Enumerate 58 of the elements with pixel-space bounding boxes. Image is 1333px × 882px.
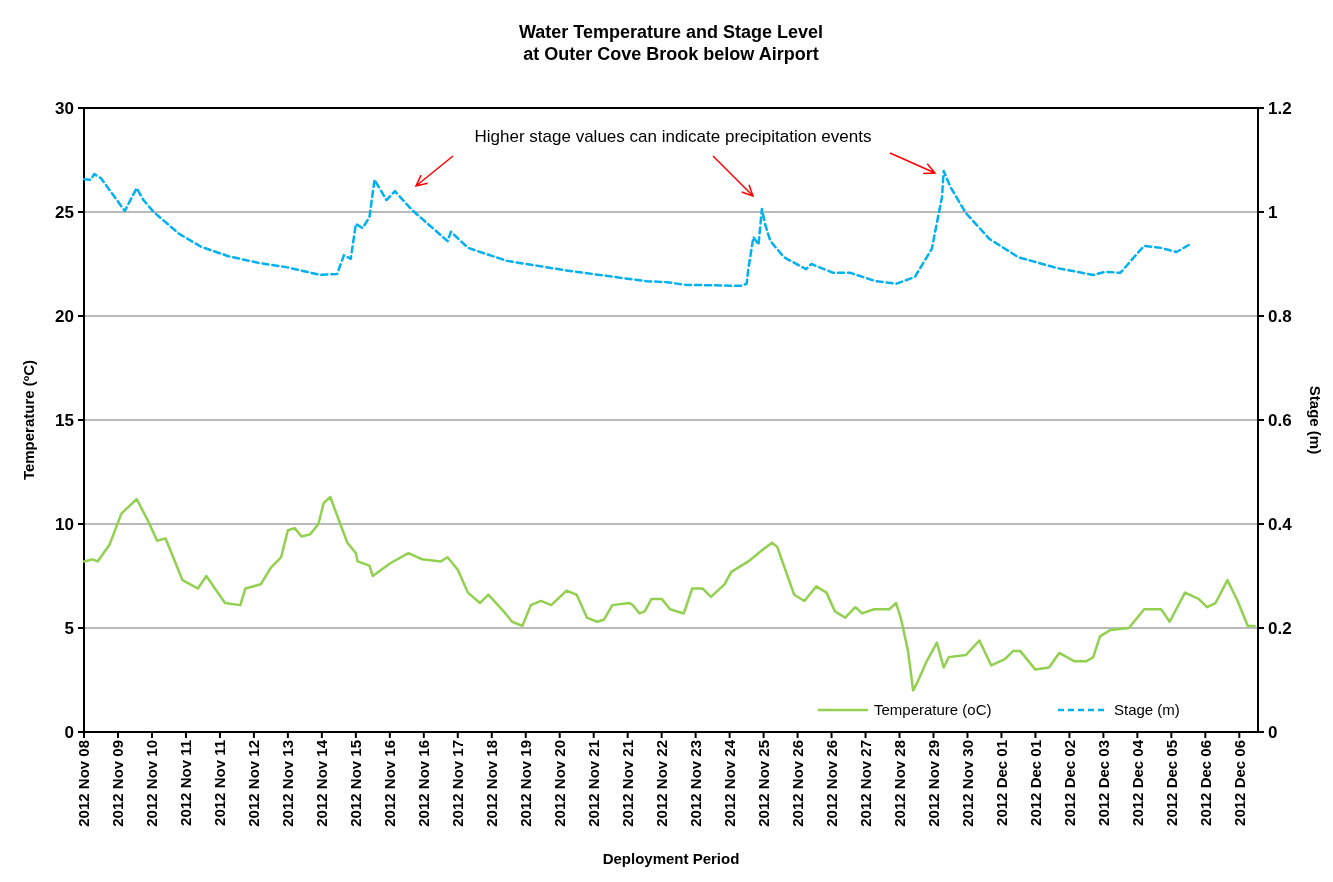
x-tick-label: 2012 Dec 01 — [992, 740, 1010, 826]
x-tick-label: 2012 Nov 18 — [483, 740, 501, 827]
x-tick-label: 2012 Nov 15 — [347, 740, 365, 827]
x-tick-label: 2012 Nov 12 — [245, 740, 263, 827]
x-tick-label: 2012 Nov 21 — [584, 740, 602, 827]
x-tick-label: 2012 Nov 16 — [415, 740, 433, 827]
x-tick-label: 2012 Nov 23 — [686, 740, 704, 827]
x-axis-title: Deployment Period — [602, 850, 740, 867]
x-tick-label: 2012 Nov 24 — [720, 739, 738, 827]
x-tick-label: 2012 Nov 28 — [890, 740, 908, 827]
x-tick-label: 2012 Dec 04 — [1128, 739, 1146, 826]
x-tick-label: 2012 Nov 11 — [211, 740, 229, 826]
annotation: Higher stage values can indicate precipitation events — [474, 127, 872, 146]
y-axis-title: Temperature (ºC) — [20, 359, 37, 481]
x-tick-label: 2012 Nov 13 — [279, 740, 297, 827]
line-series — [82, 495, 1256, 692]
x-tick-label: 2012 Nov 09 — [109, 740, 127, 827]
x-tick-label: 2012 Nov 21 — [618, 740, 636, 827]
x-tick-label: 2012 Dec 06 — [1196, 740, 1214, 826]
y2-tick-label: 0.6 — [1268, 410, 1292, 430]
x-tick-label: 2012 Nov 25 — [754, 740, 772, 827]
legend-label: Temperature (oC) — [874, 701, 992, 719]
y2-tick-label: 0 — [1268, 722, 1278, 742]
legend-label: Stage (m) — [1114, 701, 1180, 719]
x-tick-label: 2012 Nov 22 — [652, 740, 670, 827]
y-tick-label: 10 — [55, 514, 74, 534]
x-tick-label: 2012 Dec 02 — [1060, 740, 1078, 826]
x-tick-label: 2012 Nov 26 — [788, 740, 806, 827]
y-tick-label: 5 — [64, 618, 74, 638]
x-tick-label: 2012 Nov 27 — [856, 740, 874, 827]
x-tick-label: 2012 Nov 14 — [313, 739, 331, 827]
x-tick-label: 2012 Nov 17 — [449, 740, 467, 827]
line-series — [82, 169, 1192, 288]
x-tick-label: 2012 Nov 29 — [924, 740, 942, 827]
y-tick-label: 20 — [55, 306, 74, 326]
x-tick-label: 2012 Nov 16 — [381, 740, 399, 827]
x-tick-label: 2012 Nov 19 — [516, 740, 534, 827]
x-tick-label: 2012 Nov 08 — [75, 740, 93, 827]
x-tick-label: 2012 Nov 30 — [958, 740, 976, 827]
x-tick-label: 2012 Nov 20 — [550, 740, 568, 827]
x-tick-label: 2012 Dec 06 — [1230, 740, 1248, 826]
x-tick-label: 2012 Nov 10 — [143, 740, 161, 827]
x-tick-label: 2012 Nov 11 — [177, 740, 195, 826]
y2-tick-label: 0.2 — [1268, 618, 1292, 638]
x-tick-label: 2012 Dec 03 — [1094, 740, 1112, 826]
y-tick-label: 15 — [55, 410, 74, 430]
x-tick-label: 2012 Nov 26 — [822, 740, 840, 827]
x-tick-label: 2012 Dec 01 — [1026, 740, 1044, 826]
y2-tick-label: 1 — [1268, 202, 1278, 222]
x-tick-label: 2012 Dec 05 — [1162, 740, 1180, 826]
y-tick-label: 25 — [55, 202, 74, 222]
y2-tick-label: 0.8 — [1268, 306, 1292, 326]
y-tick-label: 30 — [55, 98, 74, 118]
y2-tick-label: 1.2 — [1268, 98, 1292, 118]
y2-axis-title: Stage (m) — [1307, 385, 1324, 455]
y2-tick-label: 0.4 — [1268, 514, 1293, 534]
chart-title: Water Temperature and Stage Level at Outer Cove Brook below Airport — [518, 22, 824, 64]
y-tick-label: 0 — [64, 722, 74, 742]
